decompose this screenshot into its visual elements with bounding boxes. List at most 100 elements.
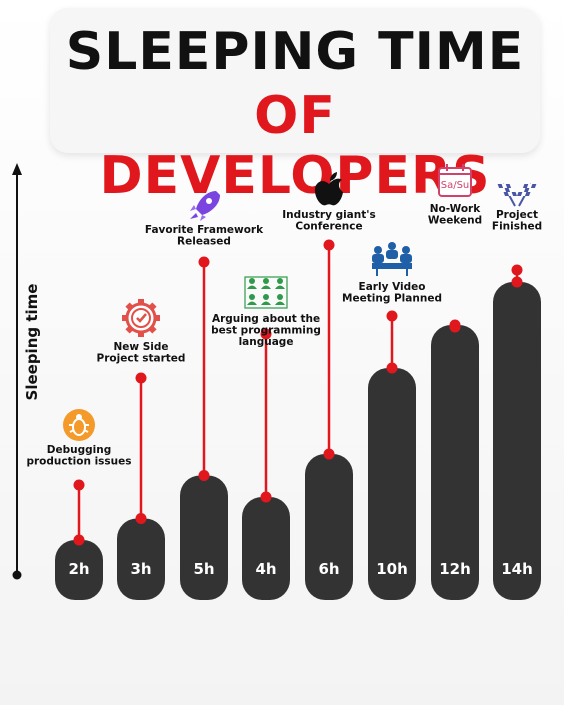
y-axis-origin-dot	[12, 570, 22, 580]
flag-square	[500, 188, 507, 192]
flag-square	[521, 192, 527, 196]
connector-dot-bottom-8	[511, 276, 523, 288]
person-icon-head	[263, 294, 269, 300]
connector-dot-bottom-5	[323, 448, 335, 460]
apple-logo-leaf	[330, 172, 337, 181]
connector-dot-top-5	[323, 239, 335, 251]
bar-value-label-8: 14h	[501, 560, 533, 578]
meeting-icon-body	[386, 250, 398, 259]
flag-square	[523, 188, 530, 192]
connector-dot-bottom-6	[386, 362, 398, 374]
connector-dot-bottom-2	[135, 513, 147, 524]
bar-6	[368, 368, 416, 600]
connector-dot-bottom-3	[198, 470, 210, 481]
person-icon-head	[263, 278, 269, 284]
category-label-3: Favorite Framework Released	[145, 224, 264, 248]
category-label-line: Debugging	[47, 444, 111, 456]
connector-dot-top-1	[73, 479, 85, 491]
bar-4	[242, 497, 290, 600]
meeting-icon-head	[374, 246, 382, 254]
people-grid-icon	[244, 276, 288, 309]
category-label-line: Project	[496, 209, 538, 221]
connector-dot-top-2	[135, 372, 147, 384]
flag-square	[522, 184, 529, 188]
bar-7	[431, 325, 479, 600]
category-label-line: Project started	[97, 353, 186, 365]
calendar-weekend-icon: Sa/Su	[438, 164, 472, 197]
bug-icon-bg	[63, 409, 95, 441]
person-icon-body	[247, 301, 257, 305]
y-axis-label: Sleeping time	[23, 284, 41, 401]
checkered-flags-icon	[497, 183, 537, 207]
gear-icon-inner	[131, 308, 151, 328]
flag-square	[511, 192, 517, 196]
category-label-6: Early Video Meeting Planned	[342, 281, 442, 305]
y-axis-arrowhead	[12, 163, 22, 175]
bar-1	[55, 540, 103, 600]
bar-value-label-1: 2h	[68, 560, 89, 578]
person-icon-head	[249, 278, 255, 284]
rocket-icon	[190, 191, 220, 221]
person-icon-body	[261, 301, 271, 305]
category-label-7: No-Work Weekend	[428, 203, 482, 227]
flag-square	[504, 188, 511, 192]
gear-check-icon	[122, 299, 160, 337]
title-line-1: SLEEPING TIME	[65, 22, 525, 82]
category-label-line: Early Video	[359, 281, 426, 293]
meeting-icon-head	[388, 242, 396, 250]
calendar-icon-text: Sa/Su	[441, 180, 470, 191]
connector-dot-bottom-4	[260, 491, 272, 503]
flag-square	[519, 188, 526, 192]
checkered-flag	[497, 183, 517, 207]
category-label-line: Finished	[492, 221, 542, 233]
rocket-icon-fin	[190, 205, 196, 211]
flag-square	[526, 184, 533, 188]
meeting-icon-body	[372, 254, 384, 263]
category-label-2: New Side Project started	[97, 341, 186, 365]
person-icon-head	[249, 294, 255, 300]
bar-value-label-6: 10h	[376, 560, 408, 578]
title-panel: SLEEPING TIME OF DEVELOPERS	[50, 8, 540, 206]
people-grid-frame	[244, 276, 288, 309]
title-line-2: OF DEVELOPERS	[99, 86, 491, 206]
rocket-icon-fin	[200, 215, 206, 221]
apple-logo-body	[314, 178, 343, 206]
category-label-5: Industry giant's Conference	[282, 209, 375, 233]
flag-square	[525, 192, 531, 196]
checkered-flag	[517, 183, 537, 207]
flag-square	[530, 184, 537, 188]
check-icon	[136, 313, 147, 323]
person-icon-body	[261, 285, 271, 289]
person-icon-head	[277, 278, 283, 284]
connector-dot-top-4	[260, 328, 272, 340]
bar-8	[493, 282, 541, 600]
meeting-icon-body	[400, 254, 412, 263]
category-label-1: Debugging production issues	[26, 444, 131, 468]
category-label-line: language	[239, 336, 294, 348]
category-label-line: Arguing about the	[212, 313, 320, 325]
bar-value-label-5: 6h	[318, 560, 339, 578]
category-label-line: Favorite Framework	[145, 224, 264, 236]
bug-icon-leg	[83, 429, 89, 433]
apple-logo-icon	[314, 172, 343, 206]
category-label-line: Weekend	[428, 215, 482, 227]
category-label-line: Released	[177, 236, 231, 248]
person-icon-body	[275, 285, 285, 289]
bug-icon-leg	[69, 429, 75, 433]
meeting-icon-table	[372, 263, 412, 269]
bug-icon	[63, 409, 95, 441]
flag-square	[527, 188, 534, 192]
flag-square	[503, 192, 509, 196]
category-label-line: Meeting Planned	[342, 293, 442, 305]
bar-3	[180, 475, 228, 600]
category-label-line: best programming	[211, 325, 321, 337]
connector-dot-top-8	[511, 264, 523, 276]
flag-square	[508, 188, 515, 192]
category-label-4: Arguing about the best programming languag…	[211, 313, 321, 348]
bar-value-label-4: 4h	[255, 560, 276, 578]
bar-value-label-2: 3h	[130, 560, 151, 578]
person-icon-body	[275, 301, 285, 305]
connector-dot-bottom-1	[73, 534, 85, 546]
connector-dot-top-3	[198, 256, 210, 268]
